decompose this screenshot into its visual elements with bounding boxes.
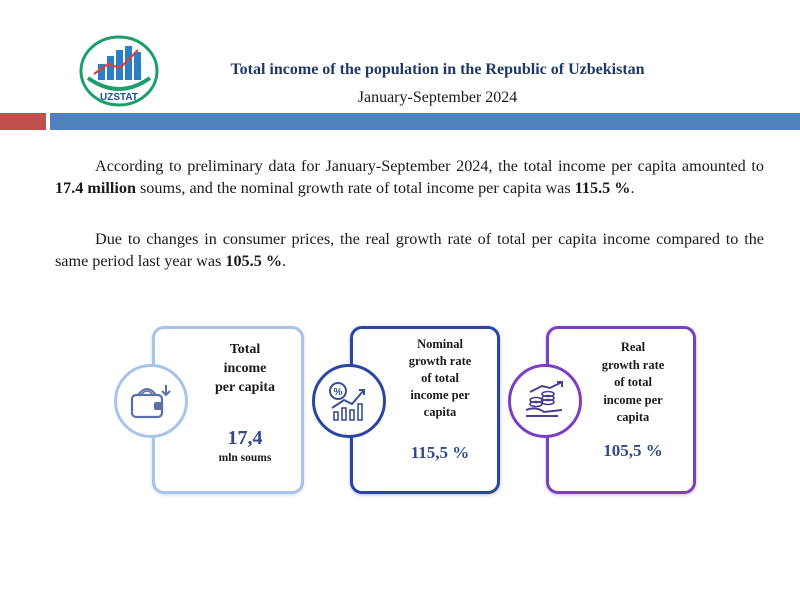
card-unit: mln soums (218, 452, 272, 464)
card-label: Nominal growth rate of total income per … (408, 337, 472, 419)
page-title: Total income of the population in the Re… (230, 61, 645, 78)
card-label: Total income per capita (214, 342, 275, 395)
card-value: 115,5 % (410, 443, 470, 462)
svg-text:UZSTAT: UZSTAT (100, 92, 138, 103)
uzstat-logo: UZSTAT (78, 34, 160, 108)
percent-growth-icon: % (329, 382, 365, 421)
card-icon-circle (508, 364, 582, 438)
intro-paragraph-1: According to preliminary data for Januar… (55, 157, 764, 197)
card-value: 17,4 (227, 427, 263, 449)
card-icon-circle (114, 364, 188, 438)
card-icon-circle: % (312, 364, 386, 438)
card-label: Real growth rate of total income per cap… (601, 340, 665, 424)
card-value: 105,5 % (603, 441, 663, 460)
intro-paragraph-2: Due to changes in consumer prices, the r… (55, 230, 764, 270)
svg-text:%: % (334, 387, 343, 398)
coins-growth-icon (525, 381, 563, 417)
header-accent-bar-red (0, 113, 46, 130)
period-subtitle: January-September 2024 (357, 89, 518, 106)
wallet-icon (130, 385, 171, 419)
header-accent-bar-blue (50, 113, 800, 130)
